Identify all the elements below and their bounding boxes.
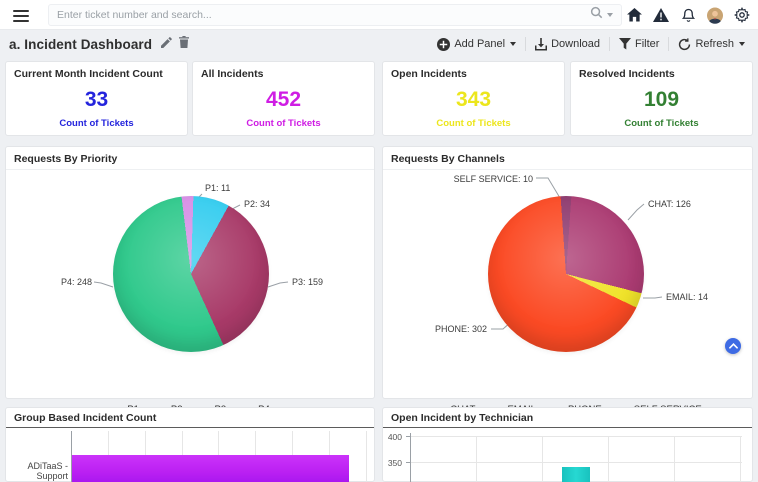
panel-title: Requests By Priority — [6, 147, 374, 170]
dashboard-toolbar: Add Panel Download Filter Refresh — [428, 30, 754, 58]
plus-circle-icon — [437, 37, 451, 51]
filter-icon — [619, 38, 632, 50]
download-button[interactable]: Download — [526, 37, 609, 51]
filter-button[interactable]: Filter — [610, 38, 668, 50]
y-axis-line — [71, 431, 72, 482]
y-tick-400: 400 — [387, 432, 402, 442]
search-scope-caret-icon[interactable] — [607, 13, 613, 17]
stat-card-title: Open Incidents — [391, 68, 467, 80]
stat-card-value: 33 — [84, 88, 109, 111]
add-panel-button[interactable]: Add Panel — [428, 37, 525, 51]
avatar[interactable] — [707, 7, 723, 24]
category-label: ADiTaaS - Support — [27, 461, 68, 481]
callout-p2: P2: 34 — [244, 199, 271, 209]
dashboard-title-bar: a. Incident Dashboard — [0, 30, 758, 58]
stat-card-caption: Count of Tickets — [624, 118, 699, 129]
top-app-bar — [0, 0, 758, 30]
toolbar-divider — [668, 37, 670, 51]
scroll-to-top-button[interactable] — [725, 338, 741, 354]
stat-card-caption: Count of Tickets — [436, 118, 511, 129]
stat-card-value: 343 — [455, 88, 492, 111]
alert-icon[interactable] — [653, 7, 669, 23]
callout-chat: CHAT: 126 — [648, 199, 691, 209]
stat-card-title: Resolved Incidents — [579, 68, 675, 80]
stat-card-value: 109 — [643, 88, 680, 111]
download-icon — [535, 37, 548, 50]
refresh-caret-icon — [739, 42, 745, 46]
requests-by-priority-panel: Requests By Priority P1: 11 P2: 34 P3: 1… — [5, 146, 375, 415]
toolbar-divider — [525, 37, 527, 51]
stat-card-current-month: Current Month Incident Count 33 Count of… — [5, 61, 188, 136]
stat-card-value: 452 — [265, 88, 302, 111]
panel-title: Open Incident by Technician — [383, 408, 752, 428]
stat-card-title: Current Month Incident Count — [14, 68, 163, 80]
requests-by-channels-panel: Requests By Channels SELF SERVICE: 10 CH… — [382, 146, 753, 415]
technician-bar[interactable] — [562, 467, 590, 482]
chevron-up-icon — [728, 343, 738, 349]
menu-icon[interactable] — [13, 9, 29, 22]
y-axis-line — [410, 433, 411, 482]
bell-icon[interactable] — [680, 7, 696, 23]
page-title: a. Incident Dashboard — [9, 36, 153, 52]
toolbar-divider — [609, 37, 611, 51]
callout-email: EMAIL: 14 — [666, 292, 709, 302]
stat-card-caption: Count of Tickets — [246, 118, 321, 129]
home-icon[interactable] — [626, 7, 642, 23]
panel-title: Group Based Incident Count — [6, 408, 374, 428]
y-tick-mark — [406, 462, 410, 463]
gear-icon[interactable] — [734, 7, 750, 23]
search-input[interactable] — [57, 9, 590, 21]
stat-card-all-incidents: All Incidents 452 Count of Tickets — [192, 61, 375, 136]
stat-card-caption: Count of Tickets — [59, 118, 134, 129]
group-based-incident-count-panel: Group Based Incident Count ADiTaaS - Sup… — [5, 407, 375, 482]
callout-phone: PHONE: 302 — [434, 324, 487, 334]
add-panel-caret-icon — [510, 42, 517, 46]
y-tick-mark — [406, 436, 410, 437]
stat-card-title: All Incidents — [201, 68, 264, 80]
search-icon[interactable] — [590, 6, 603, 24]
group-bar-aditaas-support[interactable] — [72, 455, 349, 482]
callout-p1: P1: 11 — [205, 183, 231, 193]
edit-dashboard-icon[interactable] — [161, 35, 172, 53]
group-chart-plot: ADiTaaS - Support — [6, 428, 374, 482]
stat-card-open-incidents: Open Incidents 343 Count of Tickets — [382, 61, 565, 136]
channels-pie-chart[interactable] — [488, 196, 644, 352]
panel-title: Requests By Channels — [383, 147, 752, 170]
priority-pie-chart[interactable] — [113, 196, 269, 352]
refresh-button[interactable]: Refresh — [669, 37, 754, 51]
stat-card-resolved-incidents: Resolved Incidents 109 Count of Tickets — [570, 61, 753, 136]
callout-self-service: SELF SERVICE: 10 — [453, 174, 533, 184]
tech-chart-plot: 400 350 — [383, 428, 752, 482]
refresh-icon — [679, 37, 691, 50]
ticket-search-box[interactable] — [48, 4, 622, 26]
delete-dashboard-icon[interactable] — [179, 35, 190, 53]
callout-p3: P3: 159 — [292, 277, 324, 287]
open-incident-by-technician-panel: Open Incident by Technician 400 350 — [382, 407, 753, 482]
callout-p4: P4: 248 — [60, 277, 92, 287]
y-tick-350: 350 — [387, 458, 402, 468]
